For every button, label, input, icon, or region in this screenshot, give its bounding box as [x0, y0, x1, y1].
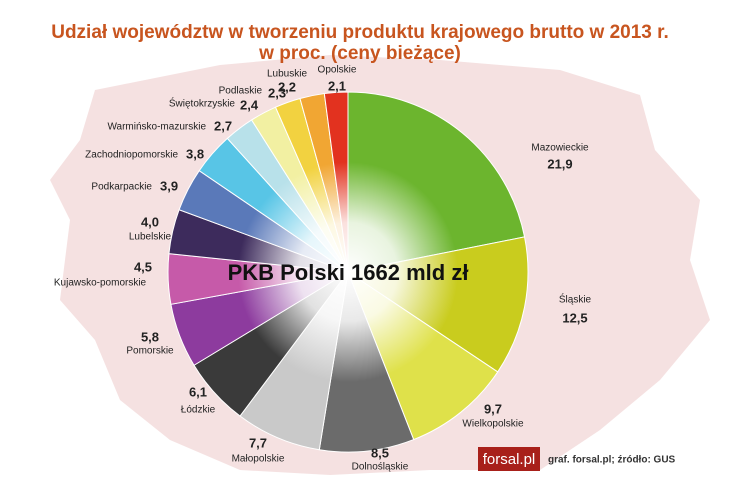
slice-name: Wielkopolskie — [462, 419, 524, 430]
slice-name: Pomorskie — [126, 346, 174, 357]
value-label: 6,1 — [189, 384, 207, 399]
value-label: 4,5 — [134, 259, 152, 274]
logo-box — [478, 447, 540, 471]
value-label: 2,2 — [278, 79, 296, 94]
value-label: 2,7 — [214, 118, 232, 133]
slice-name: Małopolskie — [232, 454, 285, 465]
center-label: PKB Polski 1662 mld zł — [228, 260, 469, 285]
slice-name: Warmińsko-mazurskie — [107, 122, 206, 133]
slice-name: Zachodniopomorskie — [85, 150, 178, 161]
logo: forsal.pl — [483, 451, 536, 468]
slice-name: Mazowieckie — [531, 143, 589, 154]
value-label: 2,4 — [240, 97, 259, 112]
slice-name: Śląskie — [559, 293, 592, 306]
value-label: 21,9 — [547, 156, 572, 171]
slice-name: Podlaskie — [219, 86, 263, 97]
slice-name: Lubelskie — [129, 232, 172, 243]
center-glow — [238, 162, 458, 382]
chart-subtitle: w proc. (ceny bieżące) — [258, 43, 461, 64]
value-label: 12,5 — [562, 310, 587, 325]
value-label: 2,1 — [328, 78, 346, 93]
value-label: 3,8 — [186, 146, 204, 161]
source: graf. forsal.pl; źródło: GUS — [548, 455, 676, 466]
slice-name: Podkarpackie — [91, 182, 152, 193]
slice-name: Dolnośląskie — [352, 462, 409, 473]
slice-name: Świętokrzyskie — [169, 97, 236, 110]
value-label: 2,3 — [268, 85, 286, 100]
slice-name: Opolskie — [318, 65, 357, 76]
value-label: 8,5 — [371, 445, 389, 460]
slice-name: Łódzkie — [181, 405, 216, 416]
value-label: 9,7 — [484, 401, 502, 416]
value-label: 3,9 — [160, 178, 178, 193]
value-label: 7,7 — [249, 435, 267, 450]
value-label: 4,0 — [141, 214, 159, 229]
slice-name: Lubuskie — [267, 69, 307, 80]
value-label: 5,8 — [141, 329, 159, 344]
slice-name: Kujawsko-pomorskie — [54, 278, 147, 289]
chart-title: Udział województw w tworzeniu produktu k… — [51, 22, 669, 43]
